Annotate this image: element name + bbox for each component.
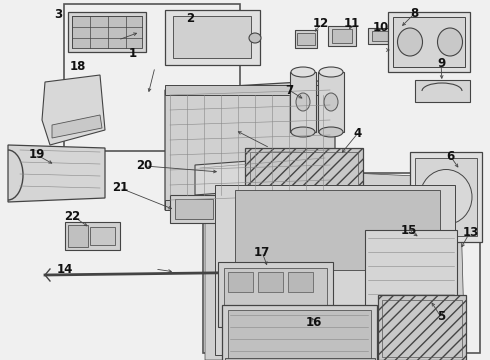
Text: 20: 20 [136,159,153,172]
Text: 12: 12 [313,17,329,30]
Ellipse shape [438,28,463,56]
Bar [378,295,466,360]
Bar [295,30,317,48]
Bar [245,148,363,238]
Bar [415,80,470,102]
Text: 1: 1 [128,47,136,60]
Ellipse shape [291,67,315,77]
Bar [382,300,462,357]
Text: 17: 17 [254,246,270,258]
Bar [368,28,396,44]
Bar [393,17,465,67]
Text: 21: 21 [112,181,128,194]
Bar [290,72,316,132]
Text: 14: 14 [57,263,74,276]
Text: 15: 15 [401,224,417,237]
Text: 7: 7 [285,84,293,96]
Bar [72,16,142,48]
Polygon shape [195,155,330,195]
Bar [173,16,251,58]
Ellipse shape [324,93,338,111]
Text: 11: 11 [343,17,360,30]
Polygon shape [8,145,105,202]
Bar [228,310,371,360]
Bar [165,85,335,95]
Polygon shape [42,75,105,145]
Ellipse shape [279,270,287,275]
Text: 22: 22 [64,210,81,222]
Bar [216,252,431,352]
Polygon shape [165,80,335,210]
Text: 19: 19 [28,148,45,161]
Bar [328,26,356,46]
Bar [64,4,240,151]
Bar [288,272,313,292]
Ellipse shape [420,170,472,225]
Bar [410,152,482,242]
Bar [218,262,333,327]
Polygon shape [215,185,455,355]
Bar [68,12,146,52]
Bar [224,268,327,323]
Ellipse shape [296,93,310,111]
Text: 8: 8 [410,7,418,20]
Text: 3: 3 [54,8,62,21]
Bar [388,12,470,72]
Bar [203,173,480,353]
Text: 2: 2 [186,12,194,24]
Text: 4: 4 [354,127,362,140]
Text: 16: 16 [305,316,322,329]
Bar [415,158,477,236]
Bar [175,199,213,219]
Text: 9: 9 [437,57,445,69]
Text: 18: 18 [69,60,86,73]
Bar [365,230,457,310]
Polygon shape [235,190,440,270]
Text: 10: 10 [373,21,390,33]
Text: 13: 13 [462,226,479,239]
Ellipse shape [397,28,422,56]
Bar [90,227,115,245]
Bar [170,195,218,223]
Bar [228,272,253,292]
Polygon shape [52,115,102,138]
Text: 6: 6 [447,150,455,163]
Bar [165,10,260,65]
Ellipse shape [291,127,315,137]
Bar [332,29,352,43]
Bar [318,72,344,132]
Polygon shape [205,172,465,360]
Bar [68,225,88,247]
Bar [297,33,315,45]
Bar [165,200,335,210]
Bar [65,222,120,250]
Bar [225,358,375,360]
Bar [250,152,358,234]
Bar [258,272,283,292]
Ellipse shape [249,33,261,43]
Ellipse shape [319,127,343,137]
Ellipse shape [319,67,343,77]
Bar [222,305,377,360]
Bar [372,31,392,41]
Text: 5: 5 [437,310,445,323]
